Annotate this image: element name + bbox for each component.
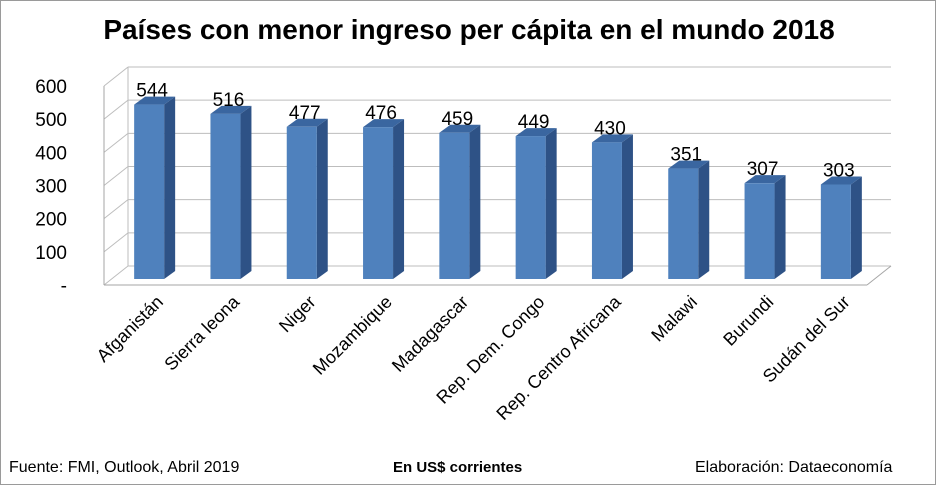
data-label: 430 — [594, 118, 626, 139]
floor-edge — [866, 265, 892, 286]
x-tick-label: Niger — [275, 292, 320, 337]
plot-area: - 100 200 300 400 500 600 544 Afganistán 516 Sierr… — [35, 66, 892, 424]
y-tick-label: 600 — [35, 77, 67, 98]
bar-top — [210, 105, 252, 114]
bar — [820, 184, 851, 279]
bar-side — [774, 175, 786, 279]
y-tick-label: 200 — [35, 210, 67, 231]
bar-top — [591, 134, 633, 143]
data-label: 351 — [670, 145, 702, 166]
y-tick-label: - — [61, 276, 67, 297]
x-tick-label: Sierra leona — [161, 291, 244, 374]
bar — [591, 142, 622, 279]
x-tick-label: Rep. Centro Africana — [492, 291, 625, 424]
x-tick-label: Burundi — [719, 292, 777, 350]
bar — [515, 136, 546, 279]
data-label: 544 — [136, 81, 168, 102]
x-tick-label: Madagascar — [388, 292, 472, 376]
bar — [286, 126, 317, 279]
gridline-side — [103, 265, 129, 286]
bar-side — [469, 124, 481, 279]
units-note: En US$ corrientes — [393, 459, 523, 476]
x-tick-label: Mozambique — [309, 292, 396, 379]
bar — [363, 127, 394, 279]
bar-side — [621, 134, 633, 279]
data-label: 476 — [365, 103, 397, 124]
y-tick-label: 400 — [35, 143, 67, 164]
bar — [439, 132, 470, 279]
gridline-side — [103, 199, 129, 220]
y-tick-label: 100 — [35, 243, 67, 264]
bar-side — [316, 118, 328, 279]
bar-top — [286, 118, 328, 127]
y-tick-label: 300 — [35, 177, 67, 198]
data-label: 459 — [441, 109, 473, 130]
data-label: 449 — [518, 112, 550, 133]
data-label: 477 — [289, 103, 321, 124]
chart-title: Países con menor ingreso per cápita en e… — [103, 14, 834, 45]
bar — [744, 183, 775, 279]
y-tick-label: 500 — [35, 110, 67, 131]
data-label: 307 — [747, 159, 779, 180]
bar-top — [820, 176, 862, 185]
x-tick-label: Afganistán — [93, 292, 167, 366]
bar-side — [850, 176, 862, 279]
bar-side — [393, 119, 405, 279]
bar-side — [545, 128, 557, 279]
bar-top — [363, 119, 405, 128]
bar — [210, 113, 241, 279]
bar-top — [515, 128, 557, 137]
x-tick-label: Malawi — [647, 292, 701, 346]
bar-top — [439, 124, 481, 133]
gridline-side — [103, 99, 129, 120]
source-note: Fuente: FMI, Outlook, Abril 2019 — [9, 459, 240, 476]
bar — [668, 168, 699, 279]
bar-side — [164, 96, 176, 279]
bar-top — [668, 160, 710, 169]
credit-note: Elaboración: Dataeconomía — [695, 459, 893, 476]
bar-top — [744, 175, 786, 184]
bar-side — [240, 105, 252, 279]
data-label: 303 — [823, 161, 855, 182]
bar — [134, 104, 165, 279]
data-label: 516 — [213, 90, 245, 111]
gridline-side — [103, 132, 129, 153]
bar-top — [134, 96, 176, 105]
bar-side — [698, 160, 710, 279]
gridline-side — [103, 166, 129, 186]
gridline-side — [103, 66, 129, 87]
gridline-side — [103, 232, 129, 253]
